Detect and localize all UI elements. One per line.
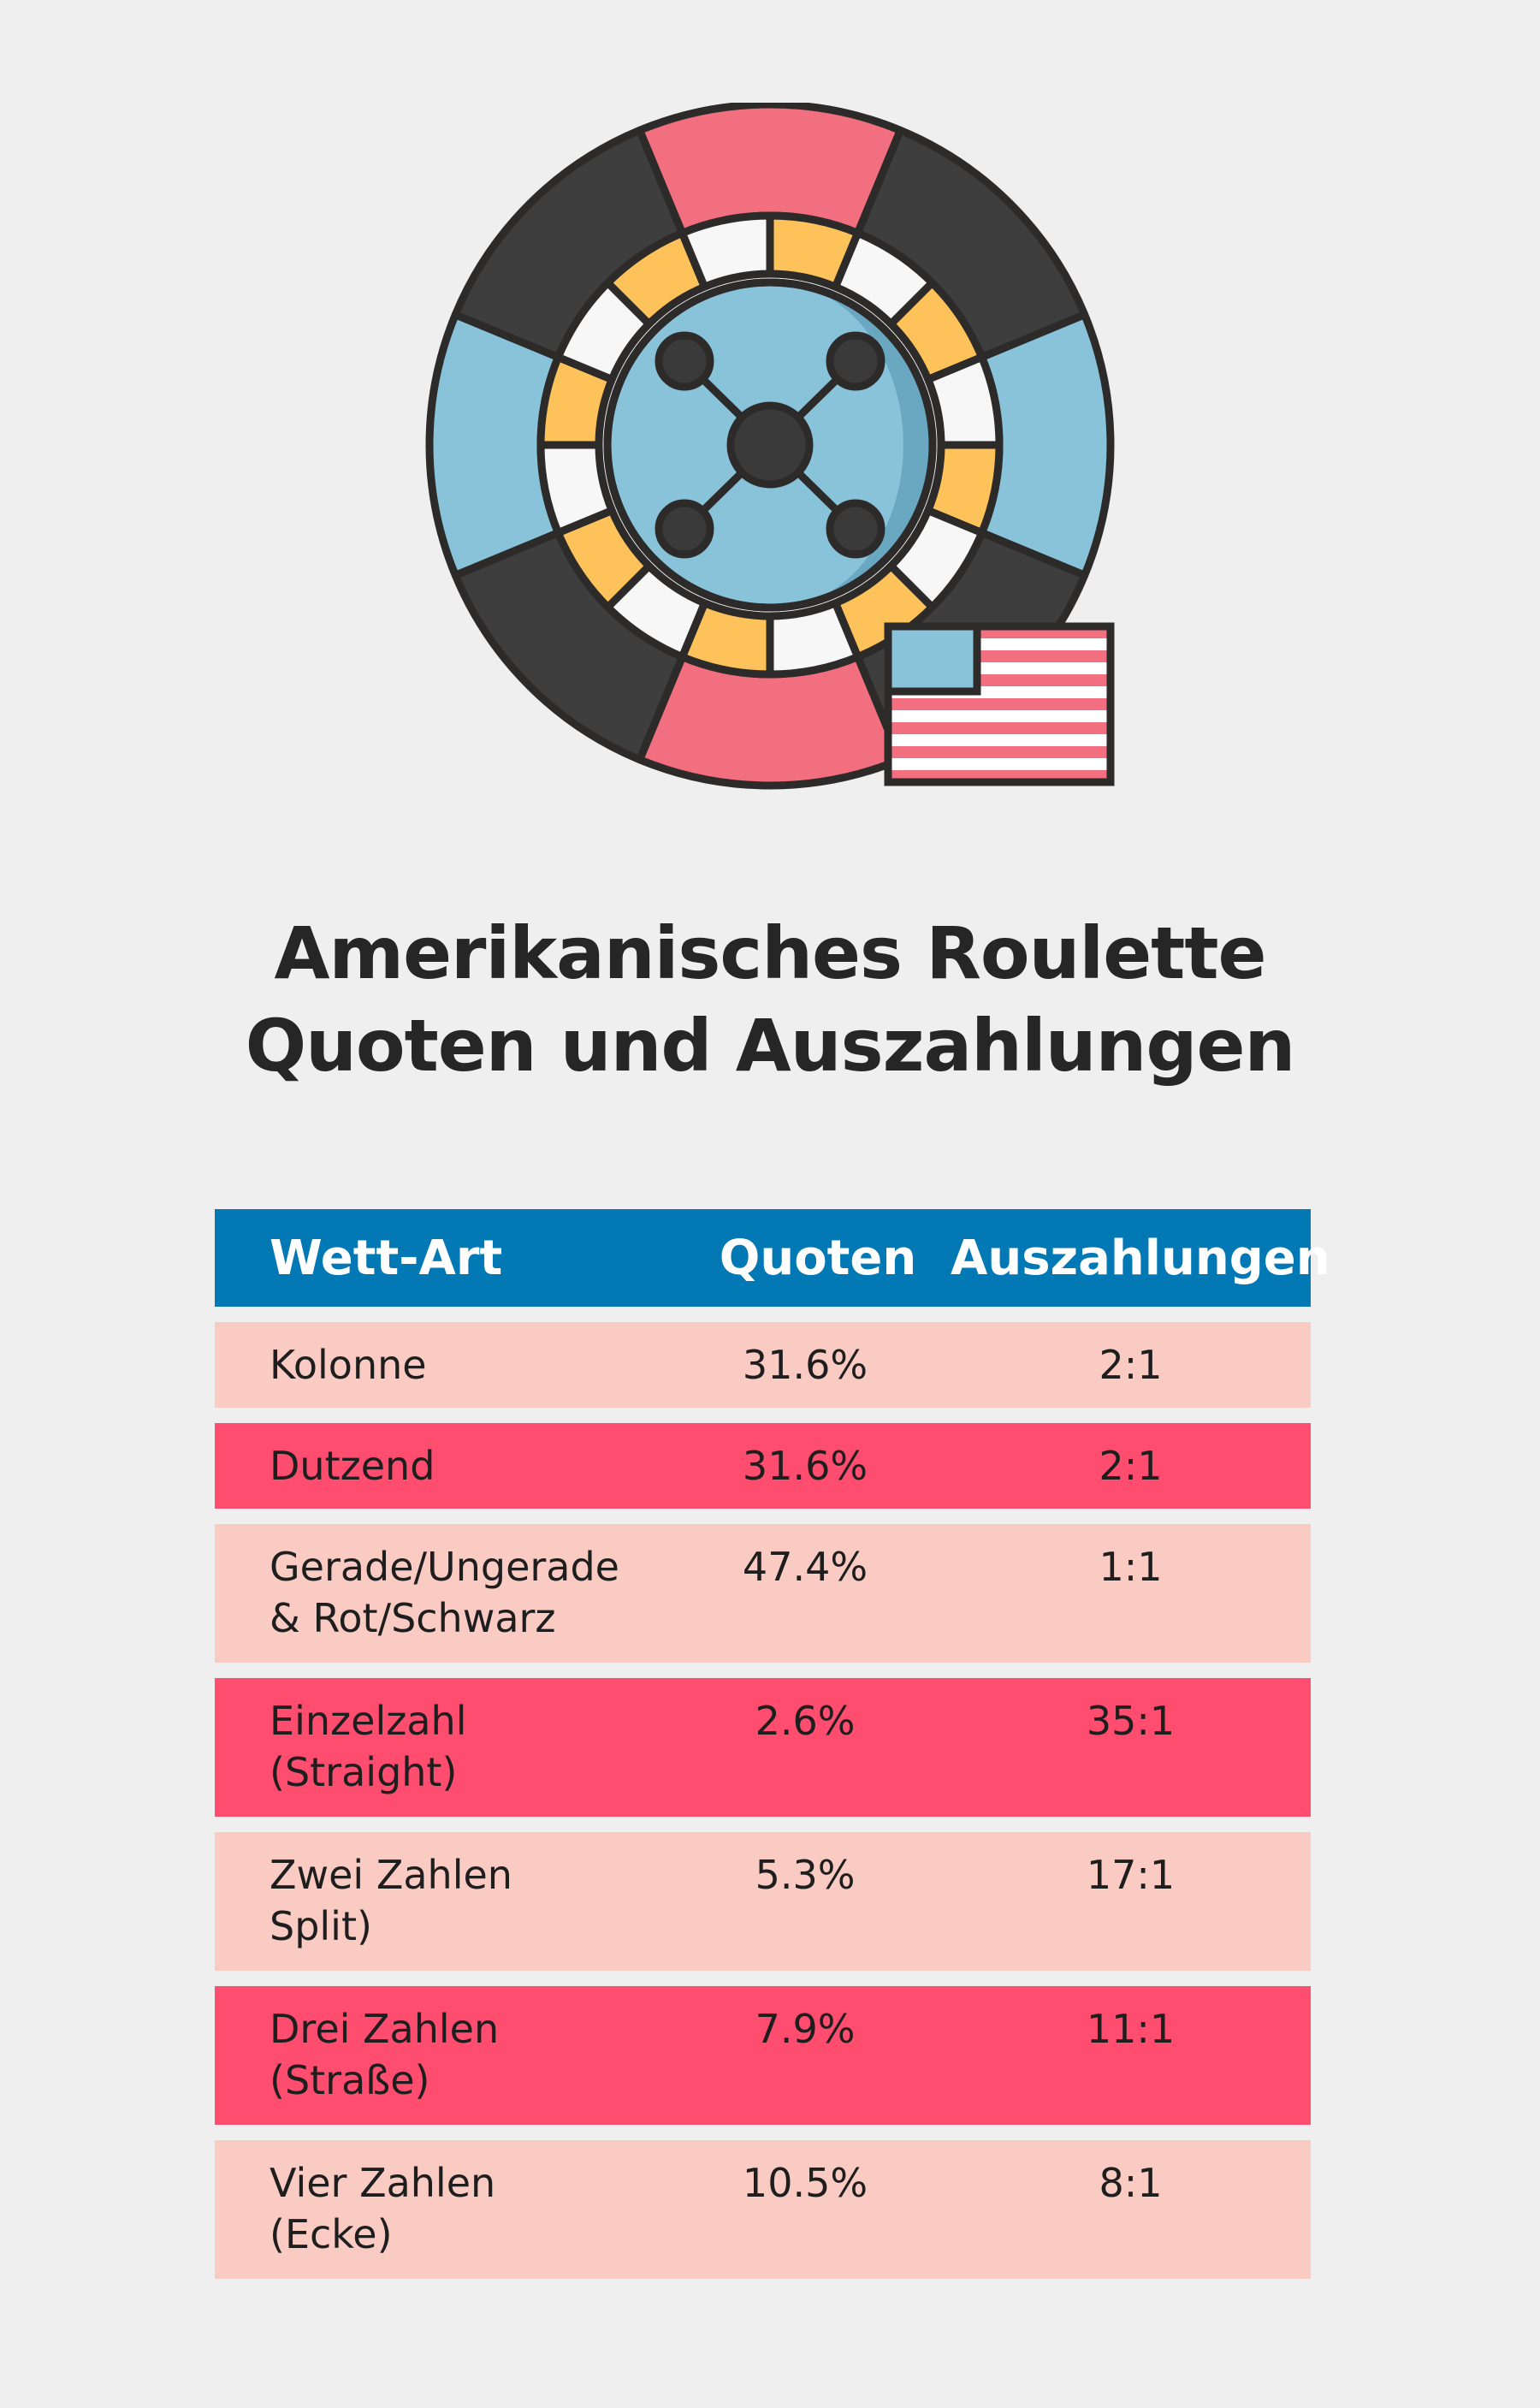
flag-stripe [888,746,1111,758]
payout-cell: 1:1 [1099,1544,1163,1590]
page-title: Amerikanisches Roulette Quoten und Ausza… [0,907,1540,1092]
title-line-1: Amerikanisches Roulette [274,911,1267,995]
bet-type-cell: Einzelzahl (Straight) [270,1698,467,1795]
header-bet-type: Wett-Art [270,1230,503,1286]
table-header: Wett-Art Quoten Auszahlungen [215,1209,1330,1307]
table-row: Zwei Zahlen Split) 5.3% 17:1 [215,1832,1311,1971]
odds-cell: 7.9% [755,2006,856,2052]
odds-cell: 31.6% [742,1443,868,1489]
payout-cell: 35:1 [1086,1698,1176,1744]
payout-cell: 11:1 [1086,2006,1176,2052]
table-row: Einzelzahl (Straight) 2.6% 35:1 [215,1678,1311,1817]
payout-cell: 8:1 [1099,2160,1163,2206]
header-odds: Quoten [719,1230,917,1286]
payout-cell: 2:1 [1099,1443,1163,1489]
roulette-wheel-icon [425,103,1115,790]
bet-type-cell: Drei Zahlen (Straße) [270,2006,500,2103]
table-row: Vier Zahlen (Ecke) 10.5% 8:1 [215,2140,1311,2279]
odds-table: Wett-Art Quoten Auszahlungen Kolonne 31.… [215,1209,1330,2279]
table-row: Gerade/Ungerade & Rot/Schwarz 47.4% 1:1 [215,1524,1311,1663]
us-flag-icon [884,622,1115,786]
payout-cell: 17:1 [1086,1852,1176,1898]
table-row: Kolonne 31.6% 2:1 [215,1322,1311,1408]
odds-cell: 2.6% [755,1698,856,1744]
table-row: Drei Zahlen (Straße) 7.9% 11:1 [215,1986,1311,2125]
flag-stripe [888,698,1111,710]
table-row: Dutzend 31.6% 2:1 [215,1423,1311,1509]
title-line-2: Quoten und Auszahlungen [245,1004,1296,1088]
odds-cell: 10.5% [742,2160,868,2206]
odds-cell: 5.3% [755,1852,856,1898]
odds-cell: 31.6% [742,1342,868,1388]
bet-type-cell: Gerade/Ungerade & Rot/Schwarz [270,1544,619,1641]
flag-stripe [888,722,1111,734]
bet-type-cell: Dutzend [270,1443,435,1489]
wheel-inner-segment [678,211,774,291]
bet-type-cell: Vier Zahlen (Ecke) [270,2160,496,2257]
bet-type-cell: Zwei Zahlen Split) [270,1852,512,1949]
bet-type-cell: Kolonne [270,1342,427,1388]
odds-cell: 47.4% [742,1544,868,1590]
payout-cell: 2:1 [1099,1342,1163,1388]
header-payout: Auszahlungen [951,1230,1330,1286]
